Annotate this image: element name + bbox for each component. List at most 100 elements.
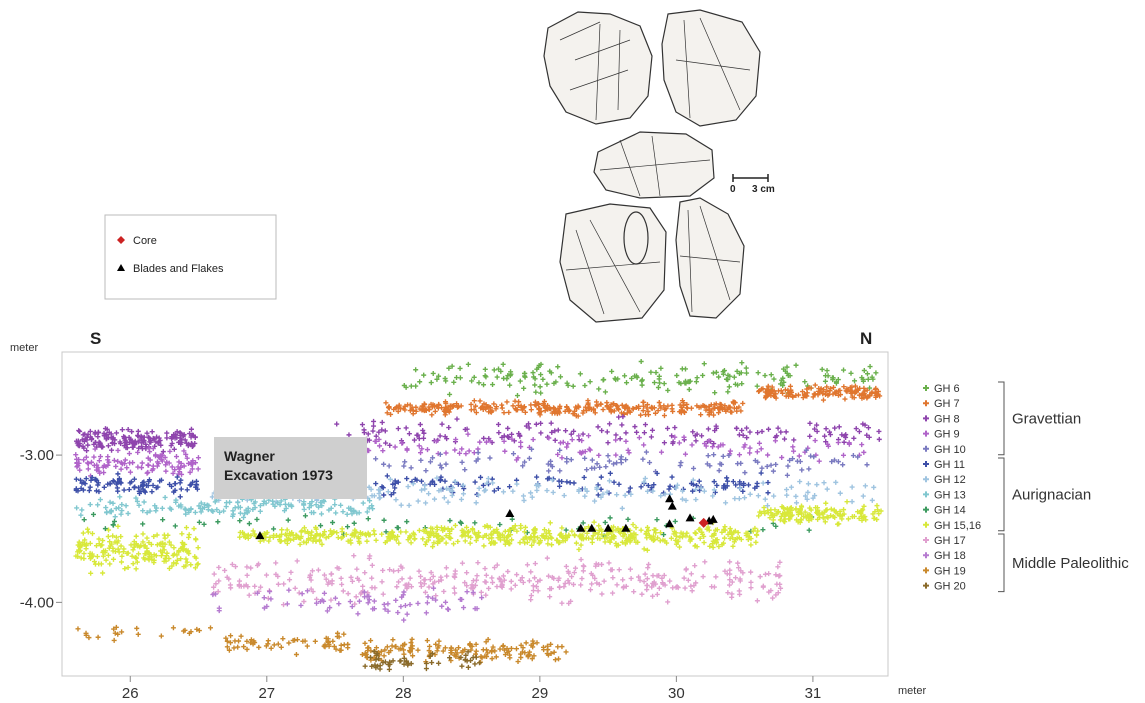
data-point [816, 388, 822, 394]
data-point [75, 463, 81, 469]
data-point [696, 404, 702, 410]
data-point [430, 455, 436, 461]
data-point [577, 534, 583, 540]
data-point [841, 367, 847, 373]
data-point [215, 589, 221, 595]
data-point [178, 477, 184, 483]
data-point [642, 475, 648, 481]
data-point [463, 451, 469, 457]
data-point [376, 491, 382, 497]
data-point [144, 510, 150, 516]
data-point [613, 432, 619, 438]
data-point [321, 572, 327, 578]
data-point [452, 522, 458, 528]
data-point [692, 530, 698, 536]
data-point [393, 537, 399, 543]
data-point [649, 427, 655, 433]
data-point [633, 532, 639, 538]
data-point [365, 645, 371, 651]
data-point [678, 460, 684, 466]
data-point [179, 471, 185, 477]
data-point [726, 384, 732, 390]
legend-label: GH 7 [934, 398, 960, 410]
data-point [439, 465, 445, 471]
data-point [481, 401, 487, 407]
data-point [692, 563, 698, 569]
data-point [341, 631, 347, 637]
data-point [102, 426, 108, 432]
data-point [755, 430, 761, 436]
data-point [419, 446, 425, 452]
data-point [781, 366, 787, 372]
data-point [493, 654, 499, 660]
data-point [865, 376, 871, 382]
data-point [757, 574, 763, 580]
data-point [616, 406, 622, 412]
data-point [690, 429, 696, 435]
data-point [280, 636, 286, 642]
data-point [530, 638, 536, 644]
data-point [369, 493, 375, 499]
data-point [720, 371, 726, 377]
data-point [167, 481, 173, 487]
data-point [699, 433, 705, 439]
data-point [529, 542, 535, 548]
data-point [521, 385, 527, 391]
data-point [208, 625, 214, 631]
data-point [88, 459, 94, 465]
data-point [485, 476, 491, 482]
data-point [423, 666, 429, 672]
data-point [187, 482, 193, 488]
data-point [557, 468, 563, 474]
data-point [533, 421, 539, 427]
data-point [436, 660, 442, 666]
data-point [401, 382, 407, 388]
data-point [432, 652, 438, 658]
data-point [785, 373, 791, 379]
data-point [223, 635, 229, 641]
data-point [859, 442, 865, 448]
blades-key-label: Blades and Flakes [133, 263, 224, 275]
data-point [80, 530, 86, 536]
data-point [559, 479, 565, 485]
data-point [404, 611, 410, 617]
data-point [188, 440, 194, 446]
data-point [582, 449, 588, 455]
data-point [621, 584, 627, 590]
data-point [95, 434, 101, 440]
data-point [595, 424, 601, 430]
data-point [427, 459, 433, 465]
data-point [616, 481, 622, 487]
data-point [385, 608, 391, 614]
data-point [211, 584, 217, 590]
x-tick-label: 26 [122, 685, 139, 702]
data-point [401, 617, 407, 623]
data-point [662, 407, 668, 413]
data-point [555, 451, 561, 457]
data-point [390, 637, 396, 643]
data-point [571, 582, 577, 588]
data-point [656, 585, 662, 591]
data-point [453, 652, 459, 658]
data-point [469, 643, 475, 649]
core-view-2 [661, 9, 761, 127]
data-point [121, 546, 127, 552]
data-point [158, 553, 164, 559]
data-point [216, 578, 222, 584]
data-point [507, 372, 513, 378]
data-point [592, 410, 598, 416]
data-point [636, 435, 642, 441]
data-point [447, 655, 453, 661]
data-point [787, 457, 793, 463]
legend-marker [923, 385, 929, 391]
data-point [336, 565, 342, 571]
data-point [457, 450, 463, 456]
data-point [146, 540, 152, 546]
data-point [471, 398, 477, 404]
data-point [646, 561, 652, 567]
data-point [93, 476, 99, 482]
data-point [124, 441, 130, 447]
data-point [77, 477, 83, 483]
data-point [538, 372, 544, 378]
data-point [841, 384, 847, 390]
